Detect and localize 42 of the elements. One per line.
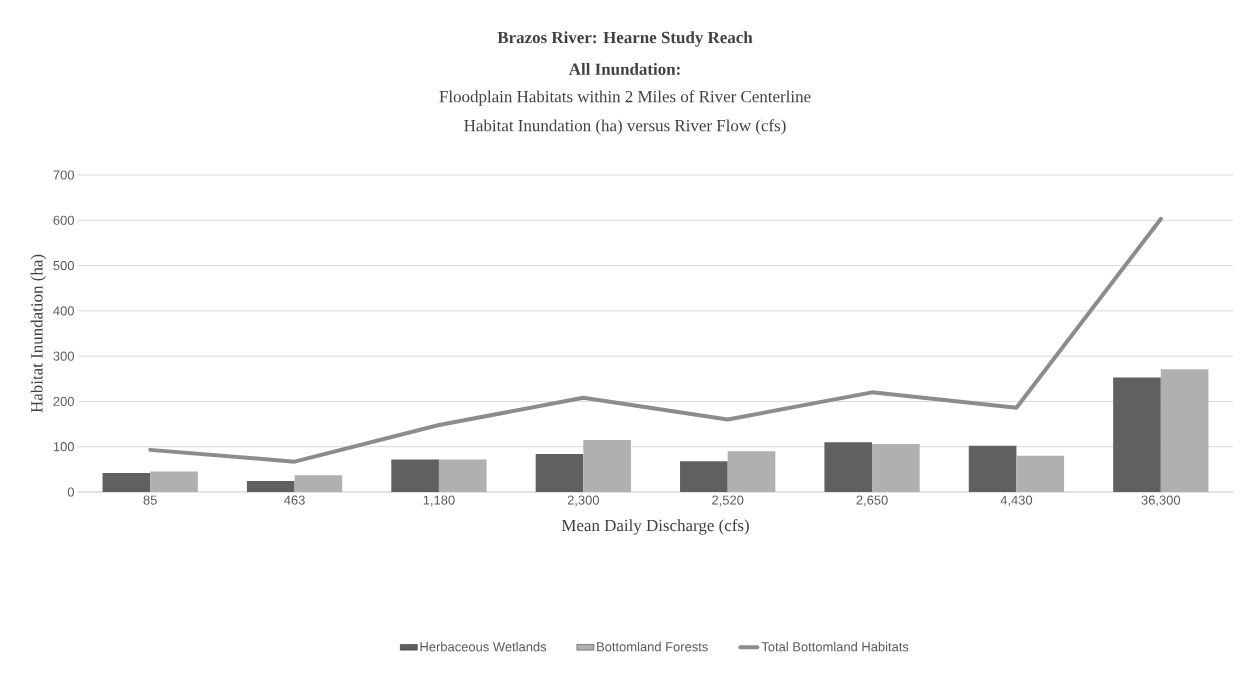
bar	[438, 459, 487, 492]
y-tick-label: 600	[53, 215, 74, 225]
x-tick-label: 85	[143, 495, 157, 505]
x-tick-label: 2,650	[856, 495, 888, 507]
x-tick-label: 4,430	[1000, 495, 1033, 507]
bar	[680, 461, 728, 492]
bar	[102, 472, 151, 492]
chart-title: Brazos River: Hearne Study Reach	[497, 31, 753, 47]
x-tick-label: 463	[284, 495, 305, 505]
y-tick-label: 500	[53, 260, 74, 271]
legend-label: Total Bottomland Habitats	[761, 641, 909, 652]
bar	[583, 439, 631, 492]
y-tick-label: 700	[53, 170, 74, 180]
y-tick-label: 400	[53, 306, 74, 316]
bar	[968, 445, 1017, 492]
x-tick-label: 2,300	[567, 495, 600, 507]
y-tick-label: 0	[67, 487, 74, 497]
bar	[246, 481, 295, 492]
text: Floodplain Habitats within 2 Miles of River Centerline	[439, 90, 811, 106]
bar	[1160, 369, 1209, 492]
bar	[872, 443, 920, 492]
bar	[727, 451, 776, 492]
bar	[535, 453, 584, 492]
line-series	[148, 216, 1163, 464]
bar	[294, 475, 343, 492]
legend-label: Bottomland Forests	[597, 641, 708, 652]
y-tick-label: 200	[53, 396, 74, 406]
y-tick-label: 100	[53, 442, 74, 452]
bar	[1016, 455, 1065, 492]
x-tick-label: 36,300	[1141, 495, 1181, 507]
bar	[824, 442, 873, 492]
chart-subtitle: All Inundation:	[568, 62, 680, 75]
bar	[391, 459, 439, 492]
y-axis-title: Habitat Inundation (ha)	[30, 254, 47, 413]
bar	[150, 471, 198, 492]
legend-label: Herbaceous Wetlands	[420, 641, 547, 652]
bar	[1113, 377, 1161, 492]
x-tick-label: 1,180	[423, 495, 455, 507]
y-tick-label: 300	[53, 351, 74, 361]
x-axis-title: Mean Daily Discharge (cfs)	[561, 519, 749, 535]
x-tick-label: 2,520	[712, 495, 744, 507]
text: Habitat Inundation (ha) versus River Flow (cfs)	[464, 119, 786, 135]
